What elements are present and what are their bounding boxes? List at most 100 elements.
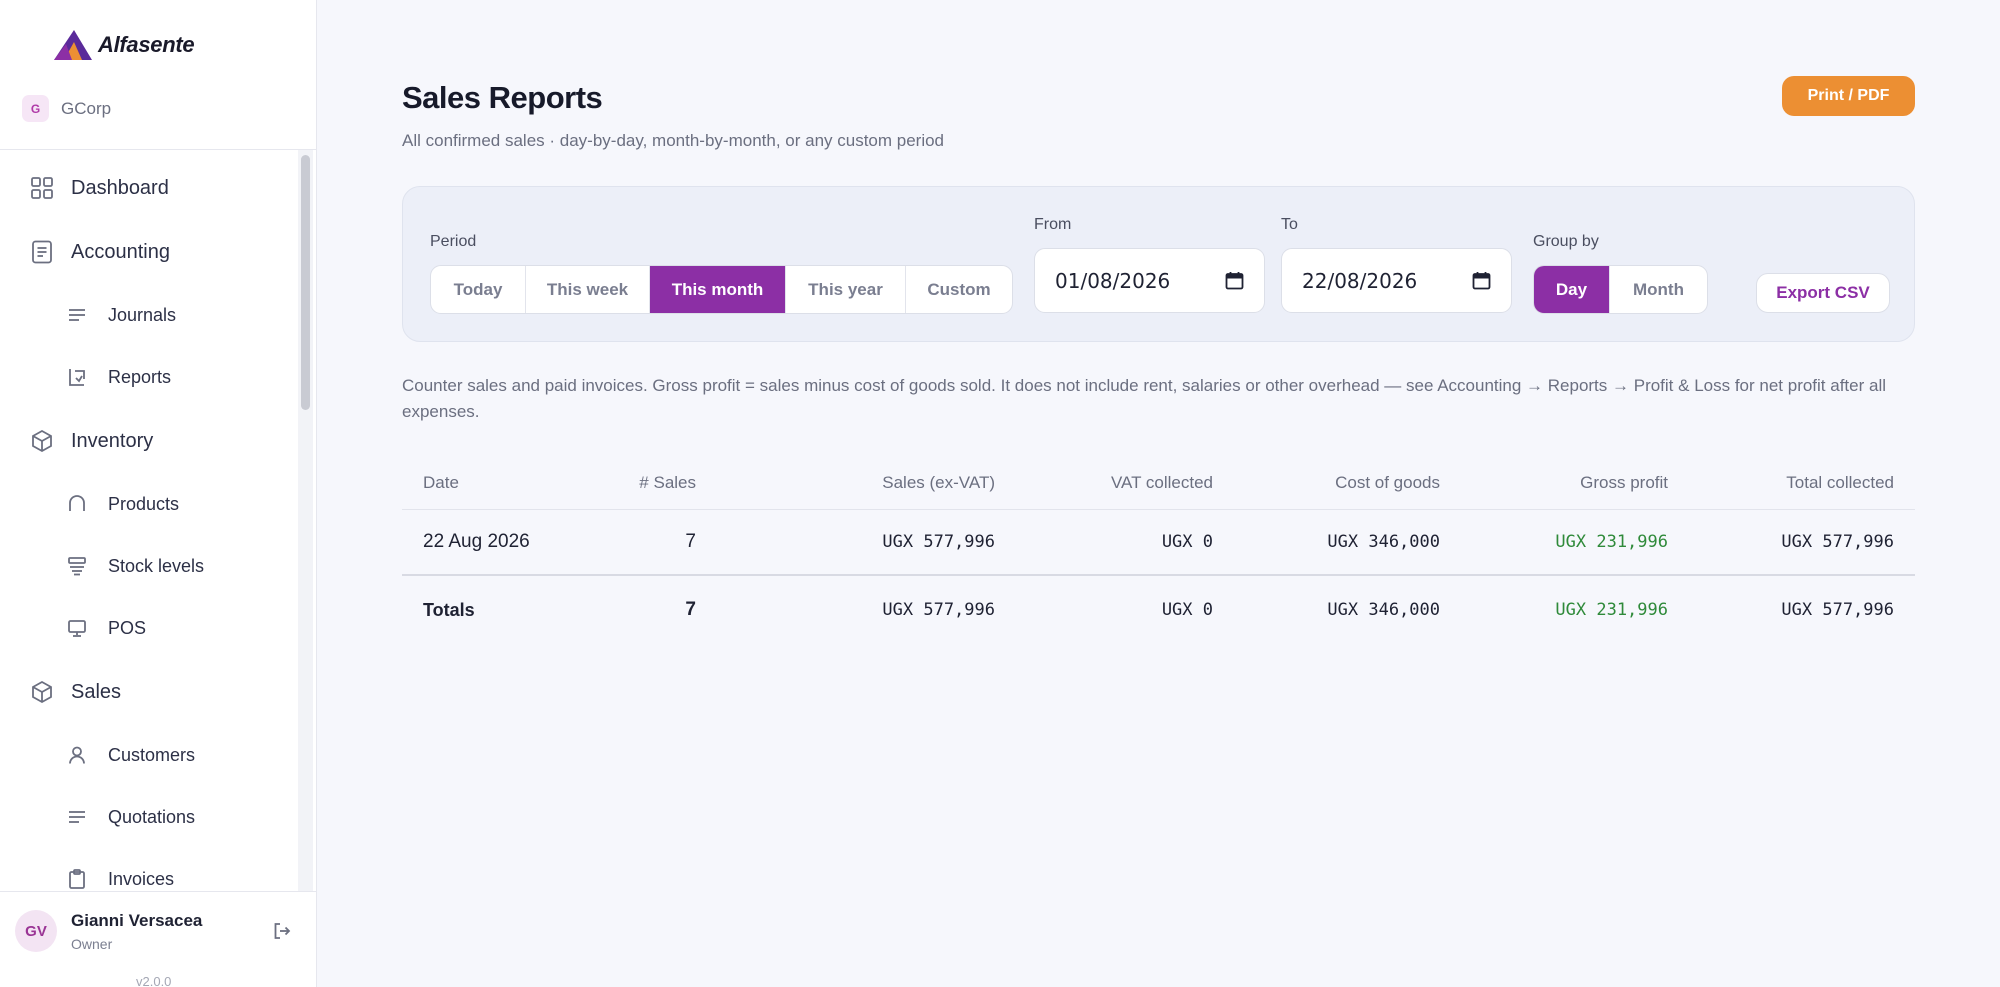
nav-label: Products — [108, 493, 180, 514]
nav-item-products[interactable]: Products — [0, 482, 296, 526]
to-date-value: 22/08/2026 — [1302, 268, 1418, 293]
nav-item-accounting[interactable]: Accounting — [0, 230, 296, 274]
nav-item-reports[interactable]: Reports — [0, 355, 296, 399]
box-icon — [29, 679, 55, 705]
user-role: Owner — [71, 935, 113, 952]
period-this-month[interactable]: This month — [650, 266, 786, 313]
table-totals-row: Totals 7 UGX 577,996 UGX 0 UGX 346,000 U… — [402, 576, 1915, 644]
nav-item-invoices[interactable]: Invoices — [0, 857, 296, 891]
nav-item-quotations[interactable]: Quotations — [0, 795, 296, 839]
document-icon — [29, 239, 55, 265]
sidebar-scrollbar[interactable] — [298, 150, 313, 891]
row-date: 22 Aug 2026 — [423, 531, 530, 552]
calendar-icon[interactable] — [1472, 271, 1491, 290]
alfasente-logo-icon — [54, 30, 92, 60]
print-pdf-button[interactable]: Print / PDF — [1782, 76, 1915, 116]
nav-label: Accounting — [71, 240, 170, 263]
filter-panel: Period Today This week This month This y… — [402, 186, 1915, 342]
totals-cost-of-goods: UGX 346,000 — [1327, 600, 1440, 620]
from-label: From — [1034, 216, 1072, 233]
row-sales-count: 7 — [685, 531, 696, 552]
column-header-date[interactable]: Date — [423, 472, 459, 492]
totals-label: Totals — [423, 599, 475, 620]
user-icon — [66, 744, 88, 766]
clipboard-icon — [66, 868, 88, 890]
from-date-value: 01/08/2026 — [1055, 268, 1171, 293]
group-month[interactable]: Month — [1633, 279, 1684, 299]
period-label: Period — [430, 233, 477, 250]
period-this-week[interactable]: This week — [526, 266, 650, 313]
nav-item-inventory[interactable]: Inventory — [0, 419, 296, 463]
nav-item-customers[interactable]: Customers — [0, 733, 296, 777]
group-by-label: Group by — [1533, 233, 1599, 250]
user-divider — [0, 891, 316, 892]
sidebar: Alfasente G GCorp Dashboard Accounting J… — [0, 0, 317, 987]
nav-label: Customers — [108, 744, 196, 765]
row-total-collected: UGX 577,996 — [1781, 532, 1894, 552]
nav-item-journals[interactable]: Journals — [0, 293, 296, 337]
nav-item-sales[interactable]: Sales — [0, 670, 296, 714]
column-header-total-collected[interactable]: Total collected — [1786, 472, 1894, 492]
row-cost-of-goods: UGX 346,000 — [1327, 532, 1440, 552]
nav-label: Quotations — [108, 806, 196, 827]
sidebar-nav: Dashboard Accounting Journals Reports In… — [0, 166, 296, 891]
lines-icon — [66, 304, 88, 326]
page-subtitle: All confirmed sales · day-by-day, month-… — [402, 131, 945, 150]
org-name: GCorp — [61, 98, 112, 118]
to-date-input[interactable]: 22/08/2026 — [1281, 248, 1512, 313]
calendar-icon[interactable] — [1225, 271, 1244, 290]
row-gross-profit: UGX 231,996 — [1555, 532, 1668, 552]
export-csv-button[interactable]: Export CSV — [1756, 273, 1890, 313]
row-vat-collected: UGX 0 — [1161, 532, 1213, 552]
nav-label: Reports — [108, 366, 172, 387]
row-sales-ex-vat: UGX 577,996 — [882, 532, 995, 552]
period-selector: Today This week This month This year Cus… — [430, 265, 1013, 314]
sidebar-divider — [0, 149, 316, 150]
nav-label: Inventory — [71, 429, 154, 452]
user-name: Gianni Versacea — [71, 910, 203, 930]
nav-item-pos[interactable]: POS — [0, 606, 296, 650]
totals-total-collected: UGX 577,996 — [1781, 600, 1894, 620]
scrollbar-thumb[interactable] — [301, 155, 310, 410]
grid-icon — [29, 175, 55, 201]
lines-icon — [66, 806, 88, 828]
totals-gross-profit: UGX 231,996 — [1555, 600, 1668, 620]
report-icon — [66, 366, 88, 388]
group-by-selector: Day Month — [1533, 265, 1708, 314]
nav-label: Invoices — [108, 868, 175, 889]
period-this-year[interactable]: This year — [786, 266, 906, 313]
group-day[interactable]: Day — [1534, 266, 1610, 313]
nav-label: Stock levels — [108, 555, 205, 576]
app-version: v2.0.0 — [136, 974, 172, 987]
sales-report-table: Date # Sales Sales (ex-VAT) VAT collecte… — [402, 456, 1915, 644]
to-label: To — [1281, 216, 1298, 233]
totals-sales-ex-vat: UGX 577,996 — [882, 600, 995, 620]
report-note: Counter sales and paid invoices. Gross p… — [402, 376, 1887, 421]
page-title: Sales Reports — [402, 80, 603, 115]
period-custom[interactable]: Custom — [927, 279, 991, 299]
brand-logo[interactable]: Alfasente — [52, 28, 195, 62]
layers-icon — [66, 555, 88, 577]
main-content: Sales Reports All confirmed sales · day-… — [318, 0, 2000, 987]
column-header-gross-profit[interactable]: Gross profit — [1580, 472, 1668, 492]
logout-icon[interactable] — [272, 921, 292, 941]
org-badge: G — [22, 95, 49, 122]
totals-sales-count: 7 — [685, 599, 696, 620]
column-header-sales-count[interactable]: # Sales — [639, 472, 696, 492]
organization-switcher[interactable]: G GCorp — [22, 95, 111, 122]
period-today[interactable]: Today — [431, 266, 526, 313]
table-row[interactable]: 22 Aug 2026 7 UGX 577,996 UGX 0 UGX 346,… — [402, 510, 1915, 576]
column-header-cost-of-goods[interactable]: Cost of goods — [1335, 472, 1440, 492]
nav-item-stock-levels[interactable]: Stock levels — [0, 544, 296, 588]
column-header-sales-ex-vat[interactable]: Sales (ex-VAT) — [882, 472, 995, 492]
from-date-input[interactable]: 01/08/2026 — [1034, 248, 1265, 313]
user-profile[interactable]: GV Gianni Versacea Owner — [15, 910, 202, 952]
brand-name: Alfasente — [98, 32, 195, 57]
column-header-vat-collected[interactable]: VAT collected — [1110, 472, 1213, 492]
box-icon — [29, 428, 55, 454]
nav-label: Journals — [108, 304, 177, 325]
nav-item-dashboard[interactable]: Dashboard — [0, 166, 296, 210]
arch-icon — [66, 493, 88, 515]
monitor-icon — [66, 617, 88, 639]
table-header: Date # Sales Sales (ex-VAT) VAT collecte… — [402, 456, 1915, 510]
